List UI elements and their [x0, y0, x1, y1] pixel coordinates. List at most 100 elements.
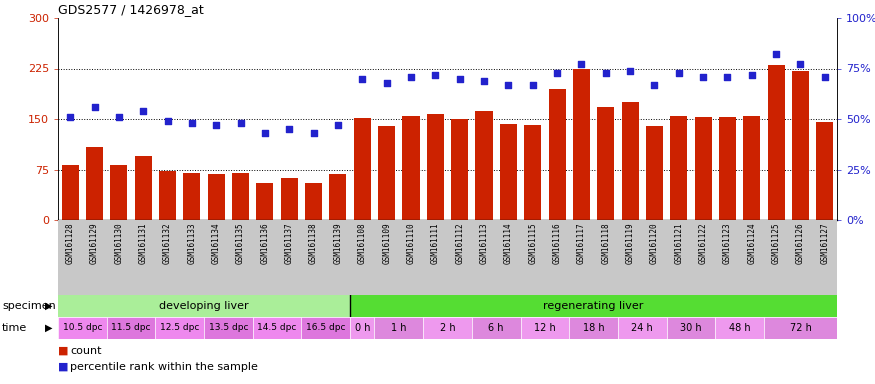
- Bar: [135, 156, 151, 220]
- Point: [477, 78, 491, 84]
- Text: GSM161117: GSM161117: [577, 222, 586, 264]
- Text: developing liver: developing liver: [159, 301, 248, 311]
- Point: [452, 76, 466, 82]
- Text: ■: ■: [58, 362, 68, 372]
- Text: GSM161119: GSM161119: [626, 222, 634, 264]
- Point: [794, 61, 808, 68]
- Point: [88, 104, 102, 110]
- Bar: [305, 183, 322, 220]
- Bar: [256, 183, 274, 220]
- Text: GSM161115: GSM161115: [528, 222, 537, 264]
- Bar: [378, 126, 396, 220]
- Point: [283, 126, 297, 132]
- Bar: [204, 317, 253, 339]
- Bar: [61, 165, 79, 220]
- Bar: [281, 177, 298, 220]
- Bar: [253, 317, 301, 339]
- Bar: [207, 174, 225, 220]
- Text: GSM161126: GSM161126: [796, 222, 805, 264]
- Bar: [667, 317, 715, 339]
- Bar: [329, 174, 346, 220]
- Bar: [570, 317, 618, 339]
- Bar: [792, 71, 809, 220]
- Bar: [618, 317, 667, 339]
- Bar: [621, 102, 639, 220]
- Bar: [156, 317, 204, 339]
- Text: 6 h: 6 h: [488, 323, 504, 333]
- Text: GSM161129: GSM161129: [90, 222, 99, 264]
- Text: ▶: ▶: [45, 301, 52, 311]
- Text: GSM161111: GSM161111: [430, 222, 440, 264]
- Bar: [524, 125, 542, 220]
- Point: [696, 73, 710, 79]
- Text: 30 h: 30 h: [680, 323, 702, 333]
- Text: GSM161125: GSM161125: [772, 222, 780, 264]
- Point: [63, 114, 77, 120]
- Text: GSM161109: GSM161109: [382, 222, 391, 264]
- Text: GSM161138: GSM161138: [309, 222, 318, 264]
- Bar: [159, 171, 176, 220]
- Text: GDS2577 / 1426978_at: GDS2577 / 1426978_at: [58, 3, 204, 16]
- Text: GSM161137: GSM161137: [284, 222, 294, 264]
- Bar: [715, 317, 764, 339]
- Bar: [58, 317, 107, 339]
- Bar: [110, 165, 128, 220]
- Text: GSM161136: GSM161136: [261, 222, 270, 264]
- Text: GSM161114: GSM161114: [504, 222, 513, 264]
- Text: GSM161124: GSM161124: [747, 222, 756, 264]
- Point: [720, 73, 734, 79]
- Bar: [767, 65, 785, 220]
- Point: [574, 61, 588, 68]
- Bar: [521, 317, 570, 339]
- Point: [745, 71, 759, 78]
- Text: 72 h: 72 h: [789, 323, 811, 333]
- Bar: [301, 317, 350, 339]
- Bar: [472, 317, 521, 339]
- Text: 0 h: 0 h: [354, 323, 370, 333]
- Bar: [764, 317, 837, 339]
- Text: 48 h: 48 h: [729, 323, 751, 333]
- Point: [501, 81, 515, 88]
- Text: ■: ■: [58, 346, 68, 356]
- Point: [550, 70, 564, 76]
- Text: specimen: specimen: [2, 301, 56, 311]
- Bar: [232, 173, 249, 220]
- Text: GSM161113: GSM161113: [480, 222, 488, 264]
- Text: 1 h: 1 h: [391, 323, 407, 333]
- Text: GSM161122: GSM161122: [698, 222, 708, 264]
- Bar: [452, 119, 468, 220]
- Bar: [549, 89, 565, 220]
- Text: 12.5 dpc: 12.5 dpc: [160, 323, 200, 333]
- Text: GSM161130: GSM161130: [115, 222, 123, 264]
- Point: [331, 122, 345, 128]
- Bar: [58, 295, 350, 317]
- Text: 13.5 dpc: 13.5 dpc: [208, 323, 248, 333]
- Point: [672, 70, 686, 76]
- Text: GSM161118: GSM161118: [601, 222, 610, 264]
- Text: GSM161123: GSM161123: [723, 222, 732, 264]
- Text: GSM161127: GSM161127: [821, 222, 830, 264]
- Text: 24 h: 24 h: [632, 323, 653, 333]
- Point: [209, 122, 223, 128]
- Text: time: time: [2, 323, 27, 333]
- Text: 10.5 dpc: 10.5 dpc: [63, 323, 102, 333]
- Text: GSM161131: GSM161131: [139, 222, 148, 264]
- Bar: [670, 116, 687, 220]
- Point: [185, 120, 199, 126]
- Bar: [427, 114, 444, 220]
- Text: GSM161120: GSM161120: [650, 222, 659, 264]
- Point: [404, 73, 418, 79]
- Bar: [424, 317, 472, 339]
- Text: percentile rank within the sample: percentile rank within the sample: [70, 362, 258, 372]
- Bar: [350, 295, 837, 317]
- Point: [526, 81, 540, 88]
- Text: 16.5 dpc: 16.5 dpc: [306, 323, 346, 333]
- Bar: [402, 116, 419, 220]
- Text: 14.5 dpc: 14.5 dpc: [257, 323, 297, 333]
- Text: GSM161134: GSM161134: [212, 222, 220, 264]
- Point: [623, 68, 637, 74]
- Bar: [719, 117, 736, 220]
- Bar: [374, 317, 424, 339]
- Text: GSM161112: GSM161112: [455, 222, 464, 264]
- Text: GSM161121: GSM161121: [675, 222, 683, 264]
